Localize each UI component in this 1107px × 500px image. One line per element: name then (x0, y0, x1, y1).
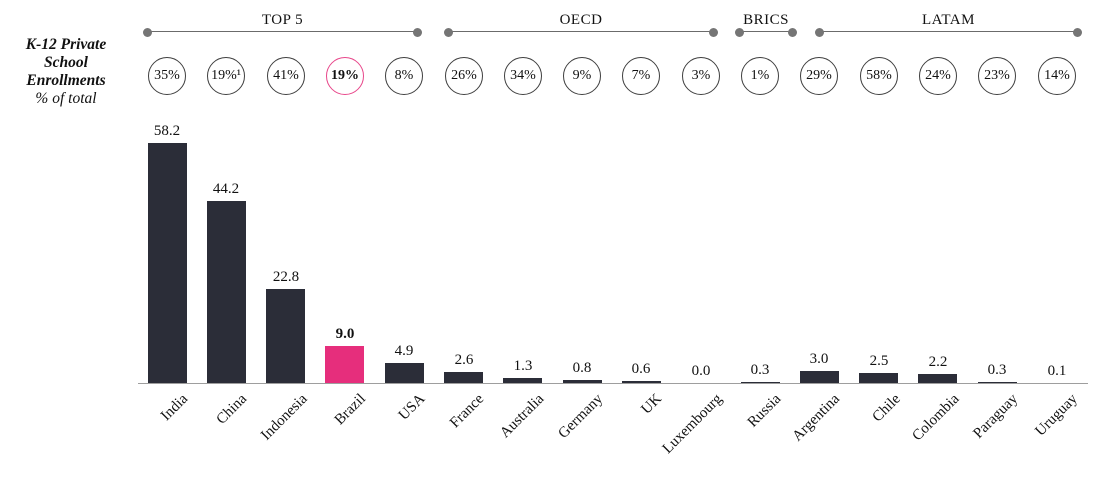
value-label-usa: 4.9 (394, 343, 414, 359)
value-label-chile: 2.5 (869, 353, 889, 369)
category-label-colombia: Colombia (909, 391, 963, 445)
chart-title-line-2: School (44, 54, 88, 71)
value-label-paraguay: 0.3 (987, 362, 1007, 378)
value-label-colombia: 2.2 (928, 354, 948, 370)
bar-australia (503, 378, 542, 383)
chart-subtitle: % of total (35, 90, 97, 107)
group-bracket-latam: LATAM (815, 12, 1082, 38)
enrollment-pct-circle-argentina: 29% (800, 57, 838, 95)
bar-uk (622, 381, 661, 383)
category-label-paraguay: Paraguay (970, 391, 1022, 442)
category-label-brazil: Brazil (332, 391, 370, 429)
group-label-brics: BRICS (743, 12, 789, 28)
group-bracket-brics: BRICS (735, 12, 797, 38)
value-label-france: 2.6 (454, 352, 474, 368)
bar-russia (741, 382, 780, 383)
enrollment-pct-circle-uruguay: 14% (1038, 57, 1076, 95)
enrollment-pct-circle-germany: 9% (563, 57, 601, 95)
value-label-brazil: 9.0 (335, 326, 355, 342)
bar-brazil (325, 346, 364, 383)
group-label-oecd: OECD (559, 12, 603, 28)
enrollment-pct-circle-chile: 58% (860, 57, 898, 95)
value-label-argentina: 3.0 (809, 351, 829, 367)
bracket-line (448, 31, 714, 32)
enrollment-pct-circle-uk: 7% (622, 57, 660, 95)
bar-chile (859, 373, 898, 383)
enrollment-pct-circle-russia: 1% (741, 57, 779, 95)
value-label-russia: 0.3 (750, 362, 770, 378)
category-label-russia: Russia (744, 391, 785, 431)
group-label-latam: LATAM (922, 12, 975, 28)
enrollment-pct-circle-indonesia: 41% (267, 57, 305, 95)
bar-indonesia (266, 289, 305, 383)
bracket-line (739, 31, 793, 32)
enrollment-pct-circle-china: 19%¹ (207, 57, 245, 95)
chart-title-block: K-12 Private School Enrollments % of tot… (0, 36, 132, 108)
value-label-luxembourg: 0.0 (691, 363, 711, 379)
x-axis-line (138, 383, 1088, 384)
bracket-dot-right (788, 27, 797, 37)
bracket-dot-left (735, 27, 744, 37)
value-label-germany: 0.8 (572, 360, 592, 376)
category-label-france: France (447, 391, 488, 432)
value-label-indonesia: 22.8 (272, 269, 300, 285)
category-label-india: India (158, 391, 192, 425)
chart-title-line-1: K-12 Private (25, 36, 107, 53)
bracket-dot-left (444, 27, 453, 37)
group-bracket-top-5: TOP 5 (143, 12, 422, 38)
category-label-australia: Australia (497, 391, 548, 442)
chart-title-line-3: Enrollments (26, 72, 106, 89)
category-label-chile: Chile (869, 391, 904, 426)
enrollment-pct-circle-colombia: 24% (919, 57, 957, 95)
bar-usa (385, 363, 424, 383)
enrollment-pct-circle-usa: 8% (385, 57, 423, 95)
value-label-uruguay: 0.1 (1047, 363, 1067, 379)
category-label-germany: Germany (555, 391, 607, 442)
category-label-argentina: Argentina (789, 391, 844, 445)
category-label-usa: USA (395, 391, 429, 424)
bracket-line (819, 31, 1078, 32)
enrollment-pct-circle-paraguay: 23% (978, 57, 1016, 95)
bar-colombia (918, 374, 957, 383)
category-label-indonesia: Indonesia (257, 391, 311, 444)
bracket-line (147, 31, 418, 32)
bar-paraguay (978, 382, 1017, 383)
bar-germany (563, 380, 602, 383)
enrollment-pct-circle-france: 26% (445, 57, 483, 95)
category-label-uruguay: Uruguay (1031, 391, 1081, 440)
enrollment-pct-circle-india: 35% (148, 57, 186, 95)
category-label-uk: UK (638, 391, 666, 418)
bracket-dot-left (815, 27, 824, 37)
enrollment-pct-circle-brazil: 19% (326, 57, 364, 95)
bracket-dot-right (1073, 27, 1082, 37)
bar-france (444, 372, 483, 383)
category-label-china: China (213, 391, 251, 428)
value-label-china: 44.2 (212, 181, 240, 197)
value-label-australia: 1.3 (513, 358, 533, 374)
category-label-luxembourg: Luxembourg (659, 391, 726, 457)
enrollment-pct-circle-australia: 34% (504, 57, 542, 95)
bracket-dot-right (413, 27, 422, 37)
bar-india (148, 143, 187, 383)
group-bracket-oecd: OECD (444, 12, 718, 38)
enrollment-pct-circle-luxembourg: 3% (682, 57, 720, 95)
bar-argentina (800, 371, 839, 383)
bracket-dot-right (709, 27, 718, 37)
value-label-uk: 0.6 (631, 361, 651, 377)
group-label-top-5: TOP 5 (261, 12, 304, 28)
value-label-india: 58.2 (153, 123, 181, 139)
bracket-dot-left (143, 27, 152, 37)
bar-china (207, 201, 246, 383)
